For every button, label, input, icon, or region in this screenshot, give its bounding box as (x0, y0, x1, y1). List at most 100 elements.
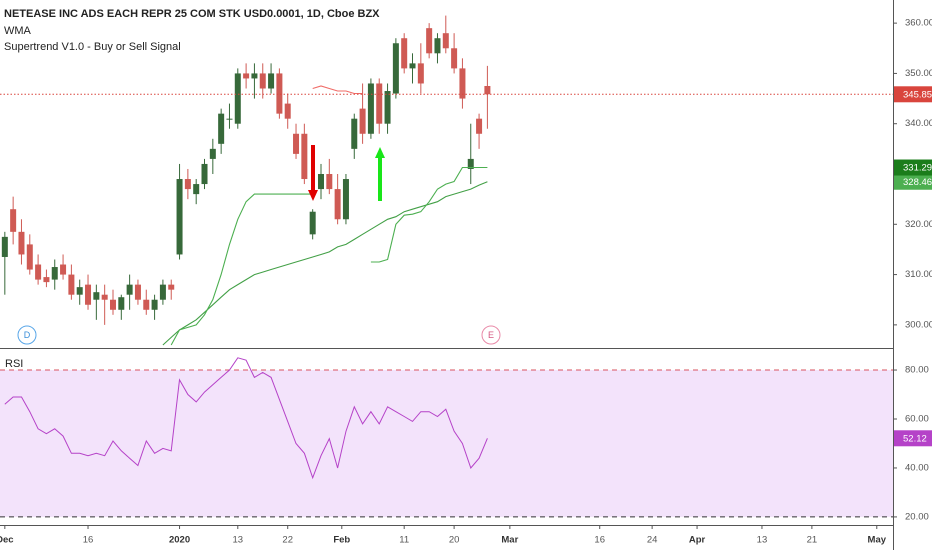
dividend-label[interactable]: D (24, 330, 31, 340)
rsi-band (0, 370, 893, 517)
candle-body (459, 68, 466, 99)
earnings-label[interactable]: E (488, 330, 494, 340)
candle-body (126, 284, 133, 295)
last-value-label: 52.12 (903, 433, 927, 444)
chart-title: NETEASE INC ADS EACH REPR 25 COM STK USD… (4, 8, 380, 20)
y-tick-label: 40.00 (905, 462, 929, 473)
candle-body (143, 299, 150, 310)
y-tick-label: 80.00 (905, 365, 929, 376)
candle-body (218, 113, 225, 144)
y-tick-label: 300.00 (905, 319, 932, 330)
candle-body (293, 133, 300, 154)
candle-body (118, 297, 125, 310)
candle-body (392, 43, 399, 94)
candle-body (134, 284, 141, 300)
sell-signal (308, 145, 318, 201)
candle-body (43, 277, 50, 283)
x-tick-label: 24 (647, 535, 658, 546)
candle-body (451, 48, 458, 69)
candle-body (426, 28, 433, 54)
candle-body (243, 73, 250, 79)
candle-body (342, 179, 349, 220)
candle-body (68, 274, 75, 295)
candle-body (176, 179, 183, 255)
y-tick-label: 360.00 (905, 18, 932, 29)
candle-body (409, 63, 416, 69)
series-line (4, 357, 488, 480)
series-line (170, 193, 313, 346)
candle-body (10, 209, 17, 232)
candle-body (284, 103, 291, 119)
candle-body (359, 108, 366, 134)
candle-body (317, 174, 324, 190)
series-line (162, 181, 488, 346)
candle-body (268, 73, 275, 89)
candle-body (442, 33, 449, 49)
candle-body (1, 236, 8, 257)
candle-body (184, 179, 191, 190)
candle-body (168, 284, 175, 290)
candle-body (51, 267, 58, 280)
candle-body (151, 299, 158, 310)
y-tick-label: 60.00 (905, 414, 929, 425)
candle-body (35, 264, 42, 280)
legend-entry: WMA (4, 25, 32, 37)
candle-body (159, 284, 166, 300)
x-tick-label: 16 (83, 535, 94, 546)
candle-body (209, 148, 216, 159)
candle-body (484, 85, 491, 95)
pane-title: RSI (5, 358, 23, 370)
candle-body (193, 184, 200, 195)
candle-body (101, 294, 108, 300)
candle-body (18, 231, 25, 255)
y-tick-label: 320.00 (905, 219, 932, 230)
last-value-tag (894, 430, 932, 447)
candle-body (376, 83, 383, 124)
x-tick-label: 20 (449, 535, 460, 546)
candle-body (251, 73, 258, 79)
candle-body (367, 83, 374, 134)
x-tick-label: 22 (282, 535, 293, 546)
candle-body (384, 91, 391, 124)
candle-body (259, 73, 266, 89)
series-line (370, 166, 488, 263)
dividend-marker[interactable] (17, 325, 37, 345)
x-tick-label: 16 (594, 535, 605, 546)
x-tick-label: 11 (399, 535, 409, 546)
x-tick-label: Mar (501, 535, 518, 546)
candle-body (76, 287, 83, 295)
candle-body (85, 284, 92, 305)
candle-body (326, 174, 333, 190)
y-tick-label: 310.00 (905, 269, 932, 280)
candle-body (234, 73, 241, 124)
candle-body (276, 73, 283, 114)
x-tick-label: 2020 (169, 535, 190, 546)
last-value-tag (894, 159, 932, 176)
last-value-label: 345.85 (903, 89, 932, 100)
y-tick-label: 340.00 (905, 118, 932, 129)
candle-body (226, 118, 233, 120)
x-tick-label: Dec (0, 535, 14, 546)
candle-body (301, 133, 308, 180)
last-value-label: 328.46 (903, 177, 932, 188)
candle-body (351, 118, 358, 149)
x-tick-label: 13 (757, 535, 768, 546)
y-tick-label: 350.00 (905, 68, 932, 79)
y-tick-label: 20.00 (905, 511, 929, 522)
plot-area (0, 15, 893, 518)
candle-body (26, 244, 33, 270)
buy-signal (375, 147, 385, 201)
candle-body (476, 118, 483, 134)
x-tick-label: May (868, 535, 887, 546)
candle-body (401, 38, 408, 69)
x-tick-label: 13 (233, 535, 244, 546)
candle-body (309, 211, 316, 235)
x-tick-label: Apr (689, 535, 706, 546)
legend-entry: Supertrend V1.0 - Buy or Sell Signal (4, 41, 181, 53)
series-line (312, 85, 363, 95)
earnings-marker[interactable] (481, 325, 501, 345)
x-tick-label: Feb (333, 535, 350, 546)
candle-body (60, 264, 67, 275)
last-value-label: 331.29 (903, 163, 932, 174)
